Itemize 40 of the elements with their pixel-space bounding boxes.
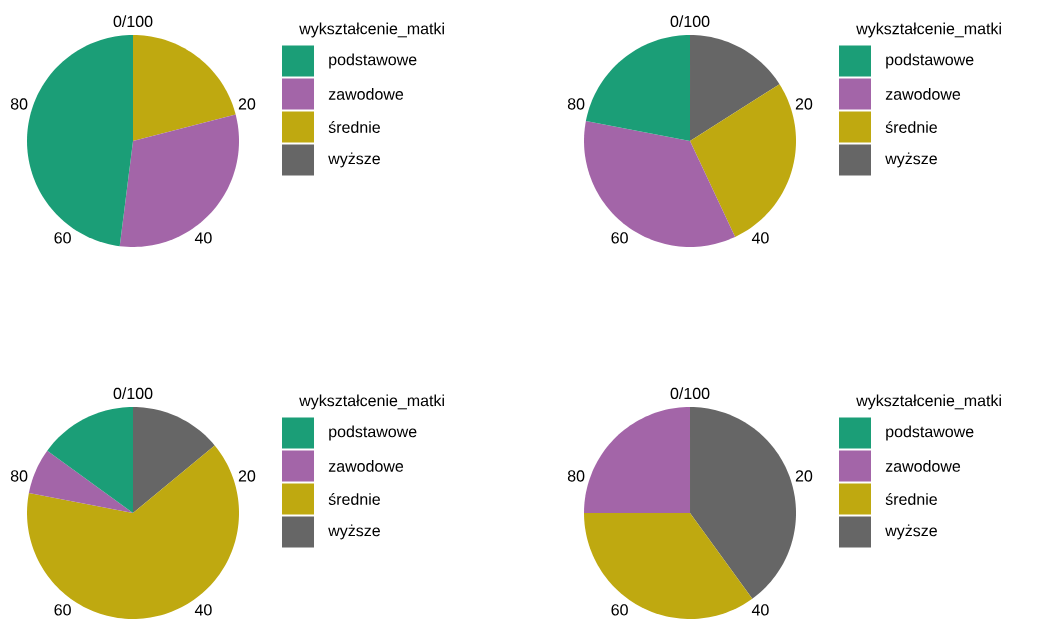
legend-title: wykształcenie_matki [856,22,1001,38]
legend-label: podstawowe [329,425,417,441]
legend-label: zawodowe [328,88,404,100]
text: 60 [611,232,628,244]
legend-label: średnie [885,121,937,133]
text: 20 [795,470,813,482]
legend-label: podstawowe [886,53,974,69]
text: 80 [567,470,585,482]
legend-label: wyższe [328,524,380,540]
text: 40 [751,604,769,616]
legend-label: zawodowe [885,460,961,472]
legend-label: podstawowe [329,53,417,69]
legend-title: wykształcenie_matki [299,394,444,410]
legend-label: podstawowe [886,425,974,441]
text: 0/100 [670,15,710,28]
text: 0/100 [113,15,153,28]
legend-label: średnie [328,493,380,505]
text: 0/100 [670,387,710,400]
text: 40 [751,232,769,244]
text: 40 [194,604,212,616]
text: 40 [194,232,212,244]
text: 80 [567,98,585,110]
legend-label: wyższe [328,152,380,168]
text: 80 [10,98,28,110]
legend-label: średnie [328,121,380,133]
text: 20 [238,470,256,482]
legend-label: zawodowe [328,460,404,472]
legend-title: wykształcenie_matki [299,22,444,38]
legend-label: średnie [885,493,937,505]
legend-title: wykształcenie_matki [856,394,1001,410]
text: 60 [54,232,71,244]
text: 60 [54,604,71,616]
text: 0/100 [113,387,153,400]
legend-label: wyższe [885,524,937,540]
text: 80 [10,470,28,482]
legend-label: zawodowe [885,88,961,100]
text: 20 [795,98,813,110]
text: 20 [238,98,256,110]
legend-label: wyższe [885,152,937,168]
text: 60 [611,604,628,616]
